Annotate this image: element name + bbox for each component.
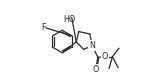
Text: N: N <box>89 41 95 50</box>
Text: O: O <box>102 52 108 61</box>
Text: F: F <box>42 23 46 32</box>
Text: O: O <box>93 65 99 74</box>
Text: HO: HO <box>64 15 76 24</box>
